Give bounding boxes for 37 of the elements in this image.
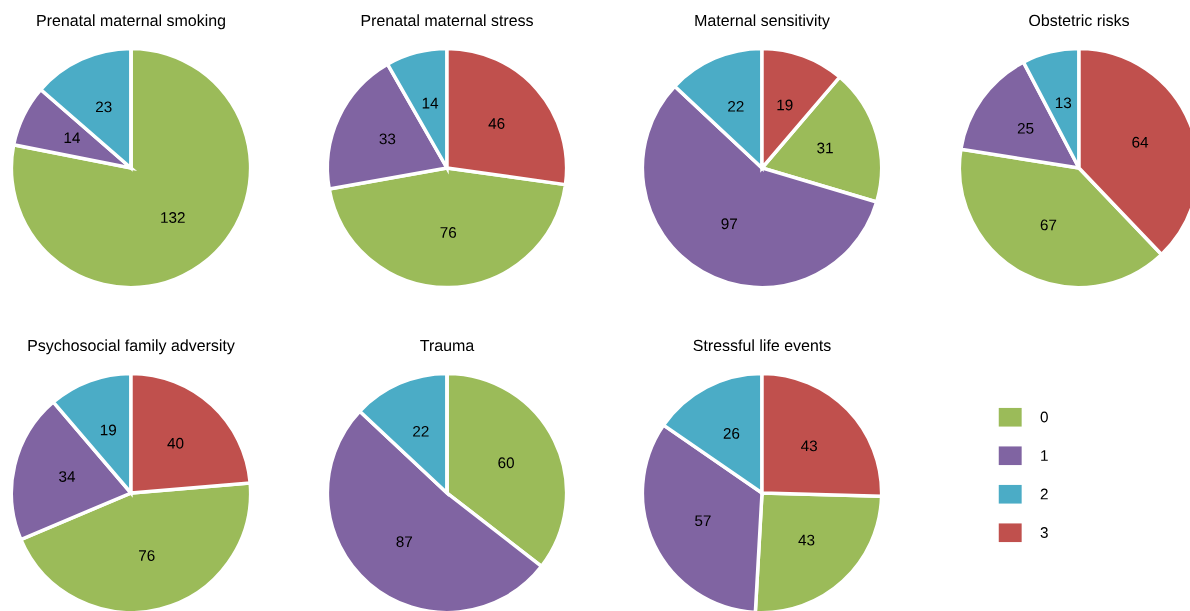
legend-label: 0	[1040, 411, 1048, 423]
data-label: 57	[695, 515, 711, 527]
chart-title: Psychosocial family adversity	[28, 339, 235, 355]
data-label: 33	[379, 133, 396, 145]
data-label: 19	[100, 424, 117, 436]
chart-title: Stressful life events	[693, 339, 831, 352]
data-label: 31	[817, 142, 833, 154]
data-label: 26	[723, 428, 740, 439]
chart-title: Obstetric risks	[1029, 14, 1130, 27]
data-label: 14	[422, 97, 439, 109]
data-label: 40	[167, 437, 184, 449]
data-label: 76	[440, 227, 457, 238]
chart-title: Prenatal maternal smoking	[37, 14, 225, 30]
data-label: 14	[64, 132, 80, 144]
data-label: 132	[161, 212, 185, 223]
data-label: 34	[59, 471, 76, 482]
data-label: 19	[777, 99, 793, 111]
data-label: 64	[1132, 136, 1149, 148]
data-label: 87	[396, 536, 413, 548]
data-label: 43	[801, 440, 817, 452]
data-label: 76	[139, 550, 155, 561]
data-label: 25	[1017, 122, 1034, 134]
data-label: 13	[1055, 97, 1072, 109]
legend-label: 1	[1041, 450, 1048, 461]
data-label: 22	[413, 425, 429, 437]
legend-label: 2	[1040, 488, 1048, 500]
chart-title: Trauma	[420, 339, 475, 352]
data-label: 46	[488, 118, 505, 129]
chart-title: Prenatal maternal stress	[361, 14, 533, 27]
data-label: 22	[728, 100, 744, 112]
chart-title: Maternal sensitivity	[695, 14, 830, 30]
data-label: 67	[1040, 219, 1057, 231]
data-label: 97	[721, 218, 738, 230]
legend-label: 3	[1040, 527, 1048, 538]
data-label: 23	[96, 101, 112, 113]
data-label: 43	[798, 534, 815, 546]
data-label: 60	[498, 457, 514, 469]
